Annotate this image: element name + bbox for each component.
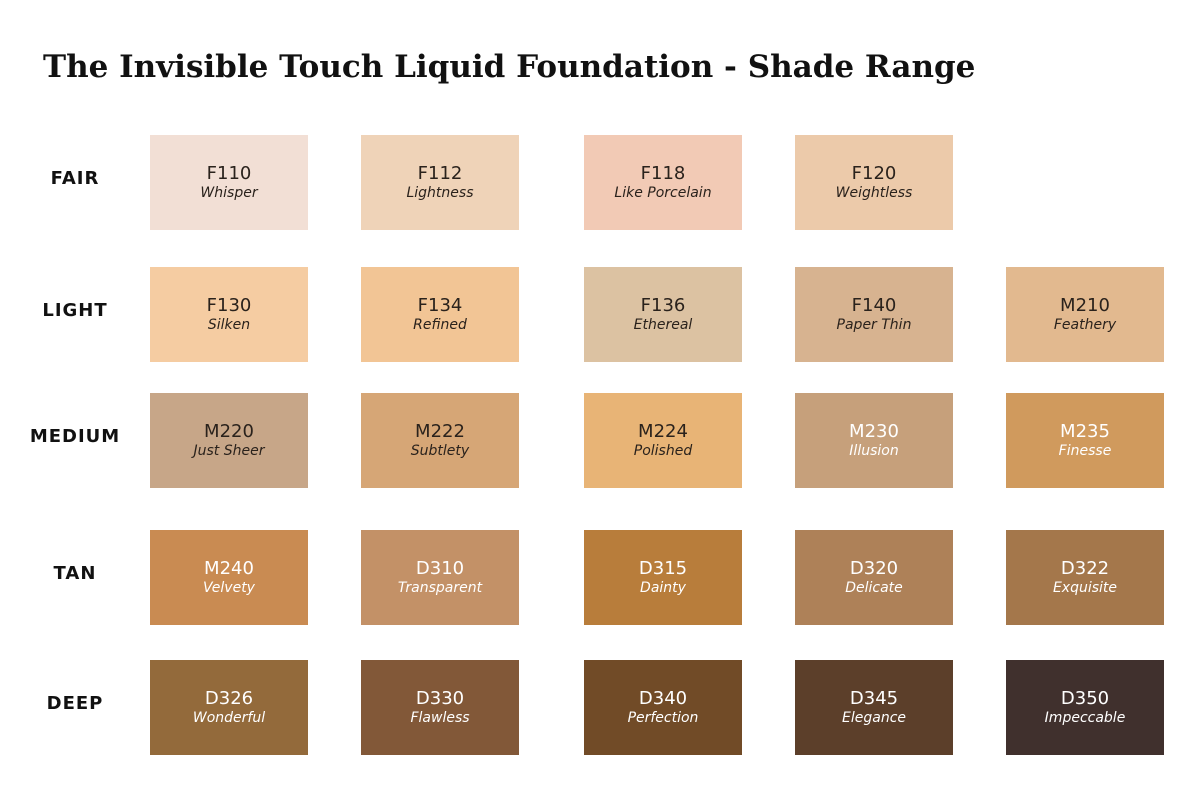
shade-swatch-f134: F134 Refined: [361, 267, 519, 362]
shade-code: M240: [204, 557, 254, 579]
row-label-light: LIGHT: [42, 299, 108, 321]
shade-code: M222: [415, 420, 465, 442]
shade-swatch-m222: M222 Subtlety: [361, 393, 519, 488]
shade-code: D350: [1060, 687, 1110, 709]
shade-code: M230: [849, 420, 899, 442]
shade-code: M220: [204, 420, 254, 442]
shade-name: Feathery: [1053, 316, 1117, 333]
shade-swatch-m235: M235 Finesse: [1006, 393, 1164, 488]
shade-name: Flawless: [410, 709, 470, 726]
shade-swatch-f120: F120 Weightless: [795, 135, 953, 230]
shade-name: Delicate: [845, 579, 903, 596]
row-label-deep: DEEP: [46, 692, 104, 714]
shade-name: Paper Thin: [836, 316, 912, 333]
shade-code: F120: [851, 162, 897, 184]
shade-name: Like Porcelain: [614, 184, 712, 201]
shade-name: Velvety: [203, 579, 255, 596]
shade-name: Perfection: [627, 709, 699, 726]
shade-swatch-m240: M240 Velvety: [150, 530, 308, 625]
shade-code: M210: [1060, 294, 1110, 316]
shade-code: F118: [640, 162, 686, 184]
shade-name: Wonderful: [192, 709, 266, 726]
shade-code: D315: [638, 557, 688, 579]
shade-code: D310: [415, 557, 465, 579]
shade-code: F140: [851, 294, 897, 316]
shade-name: Finesse: [1058, 442, 1112, 459]
shade-swatch-d320: D320 Delicate: [795, 530, 953, 625]
shade-code: F110: [206, 162, 252, 184]
shade-swatch-m220: M220 Just Sheer: [150, 393, 308, 488]
shade-name: Subtlety: [410, 442, 470, 459]
shade-name: Whisper: [200, 184, 258, 201]
shade-swatch-d350: D350 Impeccable: [1006, 660, 1164, 755]
shade-name: Refined: [413, 316, 467, 333]
shade-code: D340: [638, 687, 688, 709]
shade-swatch-d345: D345 Elegance: [795, 660, 953, 755]
shade-name: Polished: [633, 442, 693, 459]
shade-name: Just Sheer: [193, 442, 265, 459]
shade-name: Silken: [207, 316, 251, 333]
shade-code: F130: [206, 294, 252, 316]
shade-swatch-d330: D330 Flawless: [361, 660, 519, 755]
shade-swatch-d326: D326 Wonderful: [150, 660, 308, 755]
shade-swatch-f110: F110 Whisper: [150, 135, 308, 230]
shade-swatch-f130: F130 Silken: [150, 267, 308, 362]
page-title: The Invisible Touch Liquid Foundation - …: [43, 49, 976, 85]
shade-code: M224: [638, 420, 688, 442]
shade-name: Dainty: [640, 579, 686, 596]
shade-code: D330: [415, 687, 465, 709]
shade-code: D345: [849, 687, 899, 709]
shade-swatch-d310: D310 Transparent: [361, 530, 519, 625]
shade-name: Impeccable: [1044, 709, 1126, 726]
shade-swatch-d322: D322 Exquisite: [1006, 530, 1164, 625]
shade-code: F112: [417, 162, 463, 184]
shade-name: Illusion: [849, 442, 899, 459]
shade-name: Elegance: [842, 709, 906, 726]
shade-code: M235: [1060, 420, 1110, 442]
shade-swatch-f140: F140 Paper Thin: [795, 267, 953, 362]
shade-swatch-m230: M230 Illusion: [795, 393, 953, 488]
shade-code: F136: [640, 294, 686, 316]
shade-swatch-d315: D315 Dainty: [584, 530, 742, 625]
shade-code: D322: [1060, 557, 1110, 579]
shade-name: Transparent: [397, 579, 483, 596]
shade-swatch-d340: D340 Perfection: [584, 660, 742, 755]
shade-swatch-f136: F136 Ethereal: [584, 267, 742, 362]
shade-name: Exquisite: [1052, 579, 1118, 596]
shade-code: D326: [204, 687, 254, 709]
shade-name: Ethereal: [633, 316, 693, 333]
shade-swatch-m210: M210 Feathery: [1006, 267, 1164, 362]
shade-name: Lightness: [406, 184, 474, 201]
row-label-tan: TAN: [53, 562, 97, 584]
shade-swatch-f112: F112 Lightness: [361, 135, 519, 230]
shade-name: Weightless: [835, 184, 913, 201]
shade-swatch-f118: F118 Like Porcelain: [584, 135, 742, 230]
shade-swatch-m224: M224 Polished: [584, 393, 742, 488]
row-label-fair: FAIR: [50, 167, 100, 189]
row-label-medium: MEDIUM: [29, 425, 121, 447]
shade-code: F134: [417, 294, 463, 316]
shade-code: D320: [849, 557, 899, 579]
